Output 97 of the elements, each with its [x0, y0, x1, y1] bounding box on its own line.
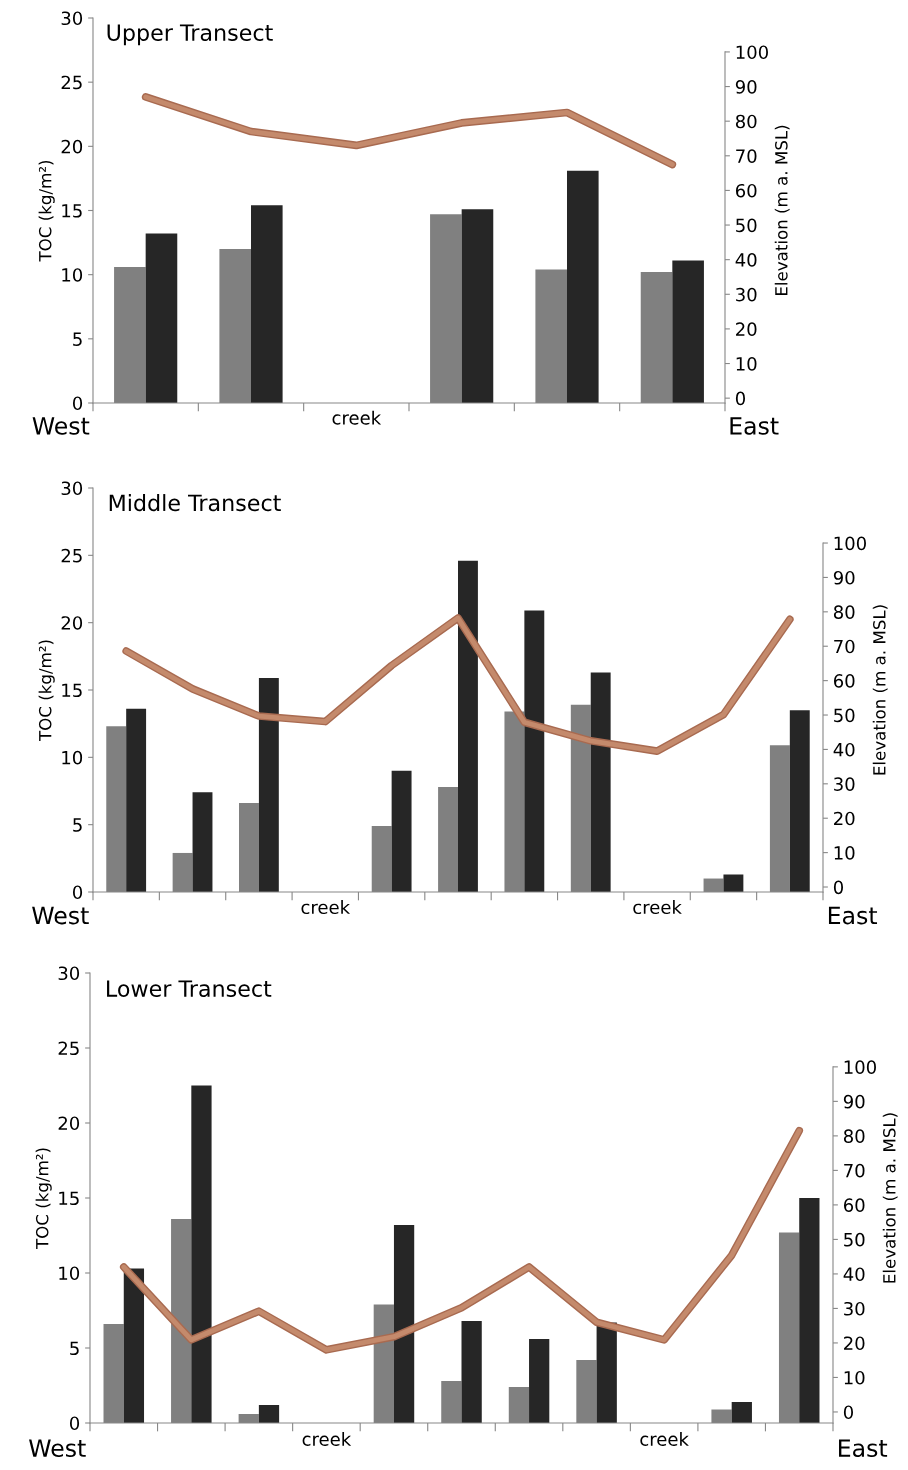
bar — [258, 677, 279, 892]
y-tick-label: 30 — [58, 966, 80, 981]
y-axis-title: TOC (kg/m²) — [35, 1148, 52, 1250]
y-axis-title: TOC (kg/m²) — [38, 160, 55, 262]
y2-tick-label: 10 — [844, 1370, 865, 1385]
chart-title: Lower Transect — [107, 980, 272, 997]
bar — [723, 874, 744, 892]
y2-tick-label: 40 — [735, 253, 757, 267]
y-tick-label: 10 — [62, 750, 83, 765]
y2-tick-label: 100 — [844, 1060, 876, 1074]
bar — [799, 1198, 820, 1423]
chart-title: Middle Transect — [109, 494, 281, 512]
y-tick-label: 15 — [62, 683, 82, 698]
y-tick-label: 0 — [69, 1416, 80, 1431]
y2-axis-title: Elevation (m a. MSL) — [774, 125, 790, 296]
bar — [590, 672, 611, 892]
bar — [731, 1402, 752, 1423]
bar — [251, 205, 283, 403]
y2-tick-label: 10 — [736, 356, 757, 371]
y-tick-label: 0 — [72, 396, 83, 411]
x-tick-label: creek — [302, 1432, 352, 1446]
y2-tick-label: 20 — [844, 1336, 865, 1351]
x-tick-label: creek — [332, 410, 382, 425]
y-axis-title: TOC (kg/m²) — [38, 640, 55, 742]
bar — [529, 1339, 550, 1423]
y2-tick-label: 70 — [834, 639, 855, 654]
y2-tick-label: 70 — [844, 1163, 865, 1178]
chart-title: Upper Transect — [107, 24, 273, 46]
y2-tick-label: 60 — [843, 1198, 865, 1213]
y-tick-label: 25 — [61, 75, 82, 90]
bar — [192, 792, 213, 892]
x-tick-label: creek — [633, 900, 682, 915]
y2-tick-label: 30 — [844, 1301, 865, 1316]
y2-tick-label: 20 — [834, 811, 855, 826]
y2-axis-title: Elevation (m a. MSL) — [882, 1113, 898, 1283]
y2-tick-label: 70 — [736, 149, 757, 163]
bar — [789, 710, 810, 892]
y2-tick-label: 100 — [834, 536, 866, 551]
y2-tick-label: 90 — [735, 80, 757, 94]
y-tick-label: 0 — [72, 885, 83, 900]
y2-tick-label: 50 — [844, 1232, 865, 1247]
y-tick-label: 15 — [59, 1191, 79, 1206]
bar — [391, 770, 412, 892]
y2-tick-label: 90 — [833, 570, 855, 585]
y2-tick-label: 10 — [834, 846, 855, 860]
text: West — [32, 906, 89, 925]
y2-tick-label: 50 — [834, 708, 855, 723]
bar — [393, 1225, 415, 1423]
y2-tick-label: 50 — [736, 218, 757, 233]
y-tick-label: 30 — [61, 481, 83, 496]
y2-tick-label: 30 — [736, 287, 757, 302]
y2-tick-label: 80 — [843, 1129, 865, 1143]
y2-tick-label: 0 — [843, 1405, 854, 1420]
x-tick-label: creek — [640, 1432, 689, 1446]
text: West — [29, 1439, 86, 1458]
y2-tick-label: 40 — [843, 1267, 865, 1282]
bar — [145, 233, 178, 403]
y-tick-label: 20 — [58, 1116, 80, 1131]
y2-tick-label: 30 — [834, 777, 855, 791]
y-tick-label: 20 — [61, 139, 83, 154]
bar — [191, 1085, 212, 1423]
y-tick-label: 5 — [73, 332, 82, 346]
text: East — [828, 906, 878, 925]
bar — [126, 708, 147, 892]
bar — [524, 610, 545, 892]
bar — [123, 1268, 145, 1423]
y2-tick-label: 40 — [833, 742, 855, 757]
y2-tick-label: 60 — [735, 183, 757, 198]
y2-tick-label: 60 — [833, 674, 855, 688]
bar — [461, 1321, 482, 1423]
text: East — [839, 1439, 888, 1458]
y-tick-label: 15 — [62, 204, 82, 218]
y-tick-label: 5 — [73, 818, 82, 832]
y2-axis-title: Elevation (m a. MSL) — [872, 605, 888, 775]
bar — [458, 560, 478, 892]
text: West — [32, 417, 90, 435]
y-tick-label: 10 — [62, 268, 83, 282]
bar — [461, 209, 494, 403]
bar — [258, 1405, 280, 1423]
y-tick-label: 20 — [61, 616, 83, 630]
bar — [567, 170, 599, 403]
y2-tick-label: 0 — [735, 391, 746, 406]
y-tick-label: 5 — [70, 1341, 79, 1356]
y2-tick-label: 20 — [736, 322, 757, 337]
line-series — [122, 614, 794, 755]
y2-tick-label: 100 — [736, 45, 768, 60]
y2-tick-label: 0 — [833, 880, 844, 895]
x-tick-label: creek — [301, 900, 351, 915]
y-tick-label: 10 — [59, 1266, 80, 1281]
y-tick-label: 25 — [58, 1041, 79, 1056]
y2-tick-label: 80 — [833, 605, 855, 619]
y-tick-label: 30 — [61, 11, 83, 26]
y-tick-label: 25 — [61, 548, 82, 563]
y2-tick-label: 90 — [843, 1094, 865, 1109]
text: East — [730, 417, 779, 435]
y2-tick-label: 80 — [735, 114, 757, 129]
bar — [672, 260, 704, 403]
